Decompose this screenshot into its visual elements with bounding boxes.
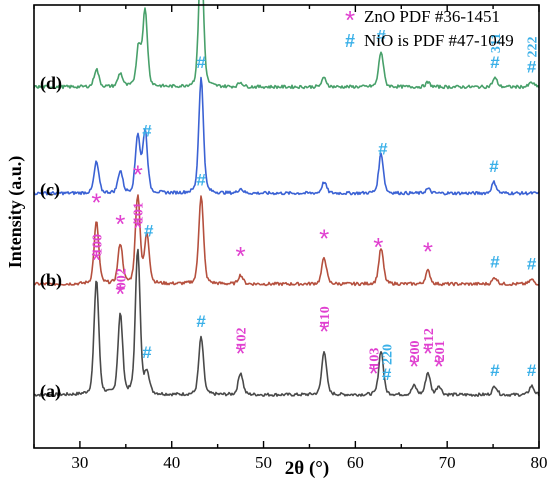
zno-marker-16: * [133, 160, 143, 190]
zno-marker-20: * [319, 223, 329, 253]
nio-marker-28: # [489, 157, 499, 176]
nio-marker-13: # [527, 361, 537, 380]
series-label-4: (d) [40, 73, 62, 94]
nio-marker-31: # [376, 26, 386, 45]
legend-symbol-2: # [345, 31, 355, 51]
nio-marker-3: # [142, 343, 152, 362]
hkl-label-32: 311 [489, 33, 504, 53]
legend-symbol-1: * [345, 5, 355, 35]
x-tick-label-4: 70 [439, 453, 456, 472]
hkl-label-1: 002 [114, 268, 129, 289]
x-tick-label-5: 80 [531, 453, 548, 472]
hkl-label-8: 220 [381, 344, 396, 365]
series-line-4 [33, 0, 540, 90]
hkl-label-7: 103 [368, 348, 383, 369]
plot-frame [33, 4, 540, 449]
nio-marker-26: # [196, 53, 206, 72]
nio-marker-29: # [140, 0, 150, 3]
zno-marker-14: * [91, 188, 101, 218]
x-tick-label-0: 30 [71, 453, 88, 472]
nio-marker-4: # [196, 312, 206, 331]
hkl-label-5: 102 [235, 327, 250, 348]
nio-marker-32: # [490, 53, 500, 72]
nio-marker-27: # [378, 139, 388, 158]
x-axis-label: 2θ (°) [285, 458, 329, 479]
zno-marker-0: * [91, 245, 101, 275]
zno-marker-6: * [319, 316, 329, 346]
series-line-1 [33, 248, 540, 398]
nio-marker-23: # [490, 252, 500, 271]
series-label-2: (b) [40, 270, 62, 291]
series-line-3 [33, 76, 540, 196]
zno-marker-19: * [236, 241, 246, 271]
nio-marker-18: # [196, 170, 206, 189]
hkl-label-10: 112 [422, 328, 437, 348]
zno-marker-1: * [115, 279, 125, 309]
zno-marker-9: * [409, 352, 419, 382]
zno-marker-2: * [133, 213, 143, 243]
zno-marker-5: * [236, 338, 246, 368]
zno-marker-22: * [423, 237, 433, 267]
series-label-1: (a) [40, 381, 61, 402]
annotation-layer: *100*002*101##*102 *110*103#220 *200 *112*2… [90, 0, 540, 389]
zno-marker-10: * [423, 338, 433, 368]
x-tick-label-2: 50 [255, 453, 272, 472]
zno-marker-21: * [373, 232, 383, 262]
series-label-3: (c) [40, 179, 60, 200]
legend: * ZnO PDF #36-1451# NiO is PDF #47-1049 [345, 5, 514, 51]
hkl-label-6: 110 [318, 306, 333, 326]
axis-layer: 30 40 50 60 70 80 [33, 4, 548, 472]
zno-marker-11: * [434, 351, 444, 381]
hkl-label-9: 200 [408, 341, 423, 362]
nio-marker-25: # [142, 121, 152, 140]
legend-label-2: NiO is PDF #47-1049 [364, 31, 514, 50]
y-axis-label: Intensity (a.u.) [5, 156, 26, 269]
series-line-2 [34, 194, 540, 287]
nio-marker-12: # [490, 361, 500, 380]
hkl-label-2: 101 [132, 202, 147, 223]
x-tick-label-1: 40 [163, 453, 180, 472]
nio-marker-17: # [144, 222, 154, 241]
hkl-label-0: 100 [90, 234, 105, 255]
legend-label-1: ZnO PDF #36-1451 [364, 7, 500, 26]
hkl-label-11: 201 [433, 340, 448, 361]
zno-marker-7: * [369, 359, 379, 389]
zno-marker-15: * [115, 209, 125, 239]
nio-marker-33: # [527, 57, 537, 76]
x-tick-label-3: 60 [347, 453, 364, 472]
hkl-label-33: 222 [526, 36, 541, 57]
nio-marker-8: # [382, 365, 392, 384]
series-layer: (a) (b) (c) (d) [33, 0, 540, 402]
nio-marker-24: # [527, 255, 537, 274]
